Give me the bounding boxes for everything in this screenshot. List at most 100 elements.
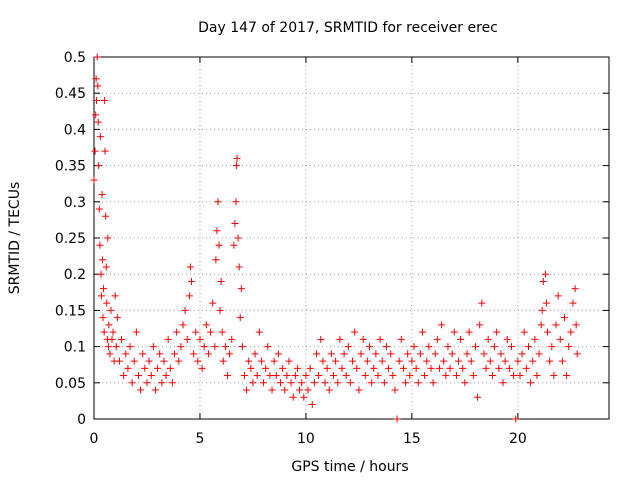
data-point xyxy=(109,328,117,336)
data-point xyxy=(560,314,568,322)
data-point xyxy=(380,379,388,387)
data-point xyxy=(516,372,524,380)
data-point xyxy=(283,372,291,380)
data-point xyxy=(120,372,128,380)
data-point xyxy=(204,350,212,358)
data-point xyxy=(226,350,234,358)
data-point xyxy=(340,350,348,358)
data-point xyxy=(520,328,528,336)
data-point xyxy=(563,372,571,380)
data-point xyxy=(187,277,195,285)
data-point xyxy=(433,335,441,343)
data-point xyxy=(192,328,200,336)
data-point xyxy=(211,343,219,351)
data-point xyxy=(418,328,426,336)
data-point xyxy=(235,263,243,271)
data-point xyxy=(533,372,541,380)
data-point xyxy=(572,321,580,329)
y-tick-label: 0.35 xyxy=(55,159,86,175)
data-point xyxy=(249,379,257,387)
data-point xyxy=(404,350,412,358)
data-point xyxy=(552,321,560,329)
data-point xyxy=(111,292,119,300)
data-point xyxy=(393,415,401,423)
data-point xyxy=(181,306,189,314)
data-point xyxy=(452,372,460,380)
data-point xyxy=(471,343,479,351)
data-point xyxy=(448,350,456,358)
data-point xyxy=(378,357,386,365)
data-point xyxy=(93,53,101,61)
data-point xyxy=(370,364,378,372)
data-point xyxy=(202,321,210,329)
y-tick-label: 0.1 xyxy=(64,340,86,356)
data-point xyxy=(402,379,410,387)
data-point xyxy=(497,350,505,358)
data-point xyxy=(124,364,132,372)
data-point xyxy=(459,364,467,372)
data-point xyxy=(395,357,403,365)
y-tick-label: 0.4 xyxy=(64,122,86,138)
data-point xyxy=(334,379,342,387)
data-point xyxy=(317,335,325,343)
data-point xyxy=(476,321,484,329)
data-point xyxy=(103,299,111,307)
y-tick-label: 0.45 xyxy=(55,86,86,102)
data-point xyxy=(130,357,138,365)
data-point xyxy=(196,335,204,343)
data-point xyxy=(237,285,245,293)
data-point xyxy=(132,328,140,336)
data-point xyxy=(450,328,458,336)
data-point xyxy=(573,350,581,358)
data-point xyxy=(431,350,439,358)
data-point xyxy=(257,357,265,365)
data-point xyxy=(190,350,198,358)
data-point xyxy=(213,227,221,235)
y-axis-label: SRMTID / TECUs xyxy=(7,182,23,295)
data-point xyxy=(501,357,509,365)
data-point xyxy=(329,372,337,380)
data-point xyxy=(544,328,552,336)
data-point xyxy=(219,357,227,365)
data-point xyxy=(387,350,395,358)
data-point xyxy=(351,328,359,336)
data-point xyxy=(95,205,103,213)
data-point xyxy=(106,350,114,358)
data-point xyxy=(538,306,546,314)
data-point xyxy=(102,263,110,271)
data-point xyxy=(253,372,261,380)
data-point xyxy=(304,386,312,394)
x-tick-label: 10 xyxy=(297,431,315,447)
data-point xyxy=(268,386,276,394)
data-point xyxy=(306,364,314,372)
data-point xyxy=(505,364,513,372)
data-point xyxy=(556,335,564,343)
data-point xyxy=(346,379,354,387)
data-point xyxy=(92,75,100,83)
data-point xyxy=(160,357,168,365)
data-point xyxy=(147,372,155,380)
data-point xyxy=(97,292,105,300)
data-point xyxy=(406,372,414,380)
data-point xyxy=(224,372,232,380)
data-point xyxy=(234,234,242,242)
data-point xyxy=(382,343,390,351)
data-point xyxy=(262,364,270,372)
data-point xyxy=(118,335,126,343)
data-point xyxy=(518,350,526,358)
data-point xyxy=(179,321,187,329)
data-point xyxy=(93,96,101,104)
data-point xyxy=(139,350,147,358)
data-point xyxy=(558,357,566,365)
data-point xyxy=(429,379,437,387)
data-point xyxy=(474,393,482,401)
data-point xyxy=(94,118,102,126)
x-tick-label: 5 xyxy=(196,431,205,447)
data-point xyxy=(151,386,159,394)
grid-lines xyxy=(94,57,609,419)
data-point xyxy=(95,162,103,170)
data-point xyxy=(104,234,112,242)
data-point xyxy=(323,364,331,372)
data-point xyxy=(503,335,511,343)
data-point xyxy=(231,220,239,228)
